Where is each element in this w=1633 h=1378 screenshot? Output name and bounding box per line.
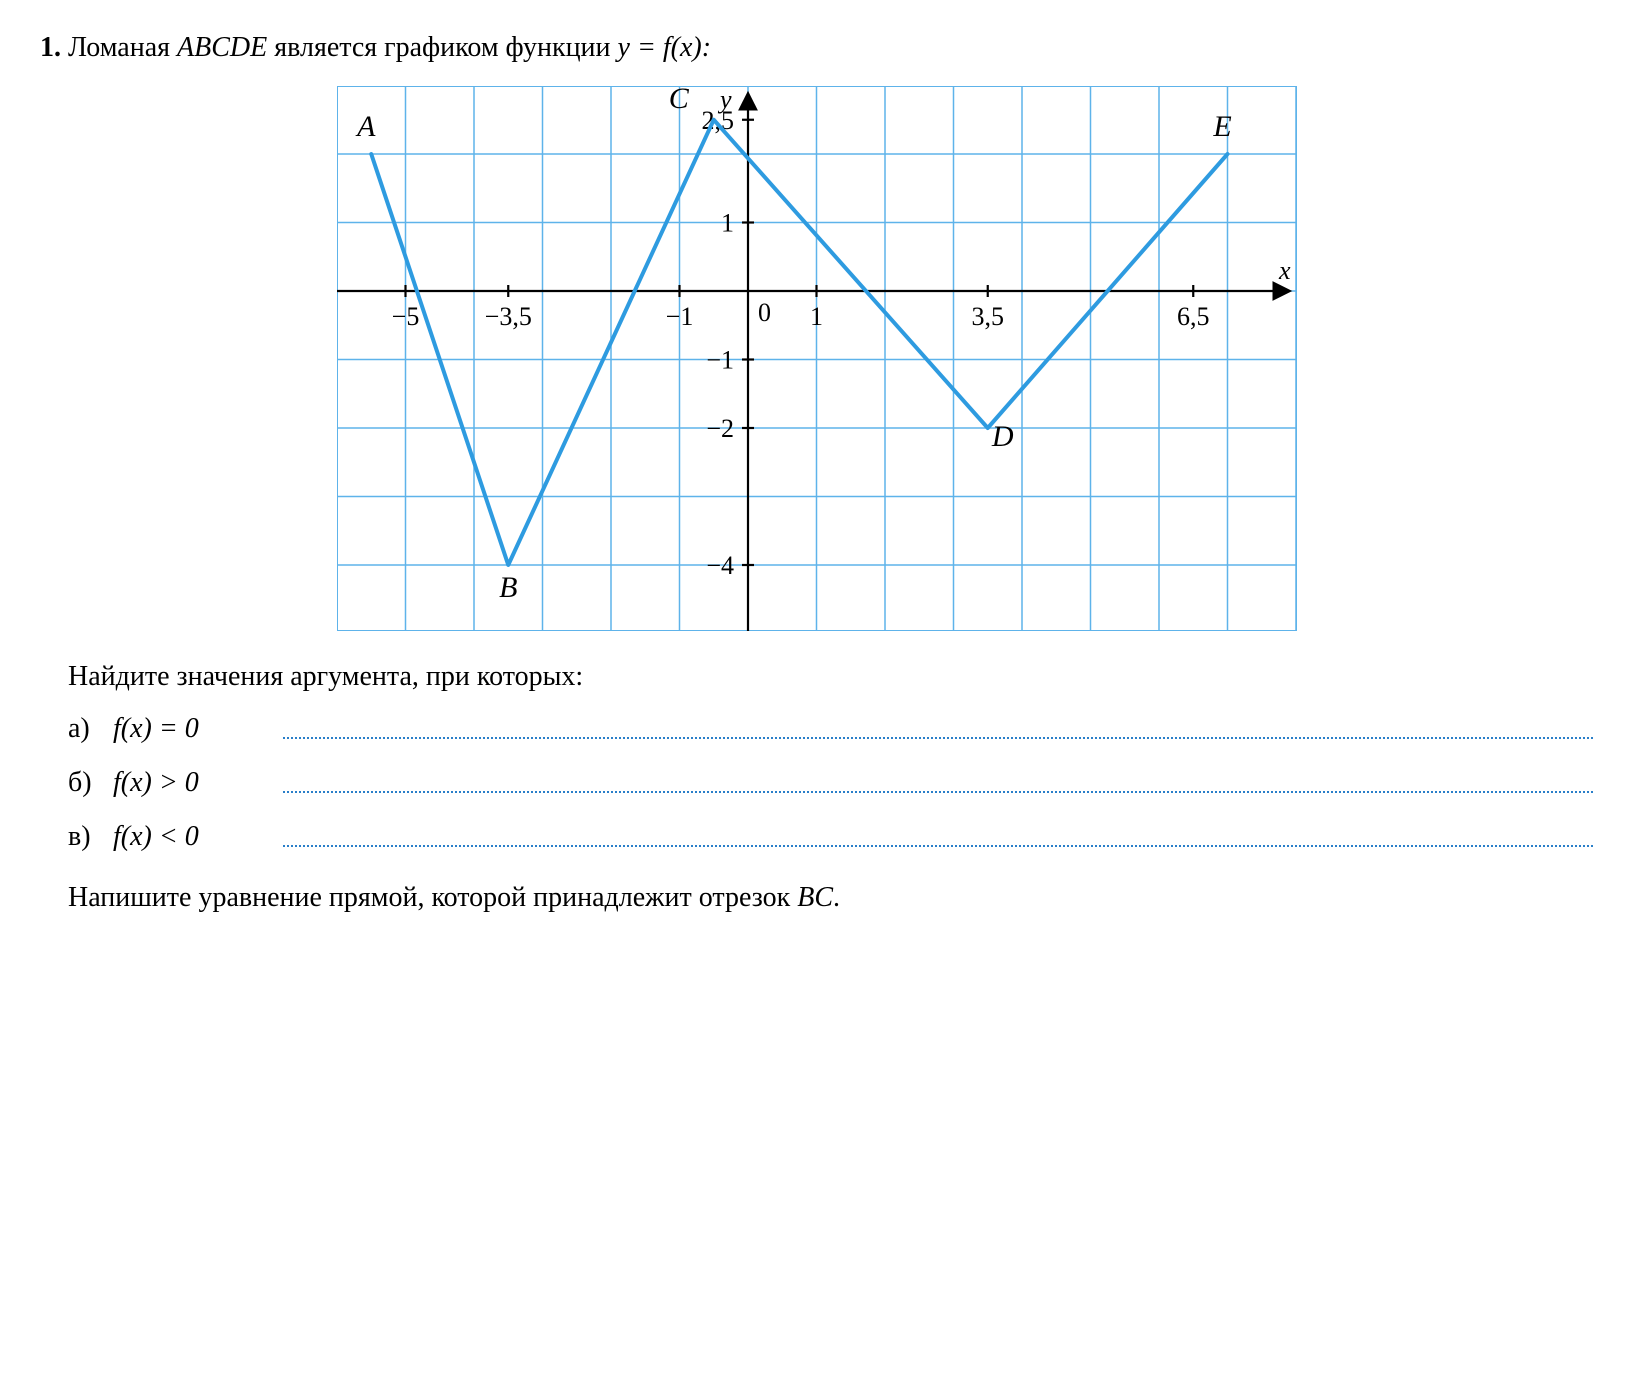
svg-text:−4: −4 — [706, 551, 734, 580]
svg-text:B: B — [499, 571, 517, 604]
sub-item-b: б) f(x) > 0 — [68, 767, 1593, 799]
svg-text:0: 0 — [758, 298, 771, 327]
svg-text:E: E — [1212, 110, 1231, 143]
svg-text:−1: −1 — [665, 302, 693, 331]
svg-text:C: C — [668, 86, 689, 115]
sub-formula-c: f(x) < 0 — [113, 821, 268, 853]
sub-label-a: а) — [68, 713, 113, 745]
sub-label-b: б) — [68, 767, 113, 799]
problem-number: 1. — [40, 32, 61, 63]
sub-item-c: в) f(x) < 0 — [68, 821, 1593, 853]
sub-items: а) f(x) = 0 б) f(x) > 0 в) f(x) < 0 — [68, 713, 1593, 853]
polyline-name: ABCDE — [177, 32, 267, 63]
svg-text:x: x — [1278, 256, 1291, 285]
question-text: Найдите значения аргумента, при которых: — [68, 661, 1593, 693]
statement-mid: является графиком функции — [274, 32, 617, 63]
svg-text:D: D — [990, 420, 1013, 453]
svg-text:−1: −1 — [706, 346, 734, 375]
equation: y = f(x): — [618, 32, 712, 63]
final-question-text: Напишите уравнение прямой, которой прина… — [68, 882, 840, 913]
svg-text:−3,5: −3,5 — [484, 302, 531, 331]
sub-label-c: в) — [68, 821, 113, 853]
svg-text:−2: −2 — [706, 414, 734, 443]
sub-formula-b: f(x) > 0 — [113, 767, 268, 799]
svg-text:A: A — [355, 110, 376, 143]
sub-item-a: а) f(x) = 0 — [68, 713, 1593, 745]
problem-statement: 1. Ломаная ABCDE является графиком функц… — [40, 30, 1593, 66]
svg-text:1: 1 — [721, 209, 734, 238]
answer-line-c[interactable] — [283, 845, 1593, 847]
svg-text:−5: −5 — [391, 302, 419, 331]
answer-line-a[interactable] — [283, 737, 1593, 739]
svg-text:6,5: 6,5 — [1177, 302, 1210, 331]
final-question: Напишите уравнение прямой, которой прина… — [68, 878, 1593, 917]
chart-container: xy0−5−3,5−113,56,52,51−1−2−4ABCDE — [337, 86, 1297, 631]
statement-prefix: Ломаная — [68, 32, 177, 63]
svg-text:2,5: 2,5 — [701, 106, 734, 135]
svg-text:1: 1 — [810, 302, 823, 331]
answer-line-b[interactable] — [283, 791, 1593, 793]
sub-formula-a: f(x) = 0 — [113, 713, 268, 745]
function-graph: xy0−5−3,5−113,56,52,51−1−2−4ABCDE — [337, 86, 1297, 631]
svg-text:3,5: 3,5 — [971, 302, 1004, 331]
